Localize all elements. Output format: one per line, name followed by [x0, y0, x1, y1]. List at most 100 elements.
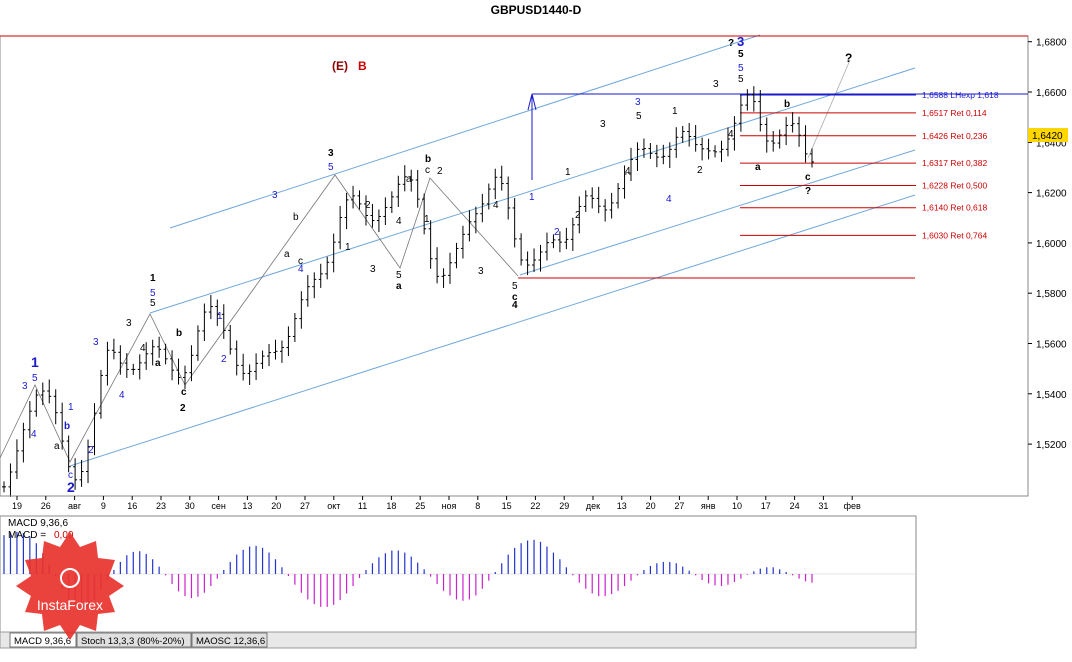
price-tick-label: 1,6600 — [1036, 88, 1067, 99]
tab-stoch-label: Stoch 13,3,3 (80%-20%) — [81, 636, 185, 647]
wave-label-1-midl: 1 — [345, 242, 351, 253]
fib-levels: 1,6588 LHexp 1,618 1,6517 Ret 0,114 1,6426… — [740, 90, 999, 240]
wave-label-4-black: 4 — [140, 343, 146, 354]
logo-text: InstaForex — [37, 597, 103, 613]
tab-maosc[interactable] — [191, 632, 268, 648]
time-tick-label: 19 — [12, 501, 22, 511]
wave-label-1-small: 1 — [68, 402, 74, 413]
wave-label-2-r: 2 — [575, 210, 581, 221]
wave-label-3-r: 3 — [600, 119, 606, 130]
wave-label-1-blue3: 1 — [529, 192, 535, 203]
time-tick-label: 30 — [185, 501, 195, 511]
wave-label-3-blue-r: 3 — [635, 97, 641, 108]
wave-b-projection — [807, 59, 851, 159]
time-tick-label: 22 — [530, 501, 540, 511]
time-tick-label: 23 — [156, 501, 166, 511]
wave-label-b-mid: b — [425, 154, 431, 165]
wave-label-c-end: c — [805, 172, 811, 183]
time-tick-label: дек — [586, 501, 600, 511]
wave-label-b-end: b — [784, 99, 790, 110]
macd-value: 0,00 — [54, 530, 74, 541]
tab-macd-label: MACD 9,36,6 — [14, 636, 71, 647]
wave-label-5-rr: 5 — [738, 74, 744, 85]
projection-arrow — [527, 93, 1028, 180]
wave-label-3-top: 3 — [328, 148, 334, 159]
time-tick-label: 27 — [674, 501, 684, 511]
wave-label-2-rr: 2 — [697, 165, 703, 176]
wave-labels: 1 5 3 4 b a 1 c 2 2 3 4 1 5 5 3 4 a b c … — [22, 34, 852, 495]
wave-label-2-blue2: 2 — [221, 354, 227, 365]
time-tick-label: 9 — [101, 501, 106, 511]
price-tick-label: 1,6000 — [1036, 239, 1067, 250]
wave-label-1-black: 1 — [150, 273, 156, 284]
wave-label-1-blue: 1 — [31, 354, 39, 370]
wave-label-5-black: 5 — [150, 288, 156, 299]
price-tick-label: 1,5200 — [1036, 440, 1067, 451]
wave-label-a-low: a — [396, 281, 402, 292]
time-tick-label: 10 — [732, 501, 742, 511]
wave-label-4-blue: 4 — [31, 429, 37, 440]
tab-stoch[interactable] — [76, 632, 192, 648]
time-tick-label: 20 — [646, 501, 656, 511]
wave-label-3-blue2: 3 — [272, 190, 278, 201]
time-tick-label: ноя — [442, 501, 457, 511]
time-tick-label: 15 — [502, 501, 512, 511]
fib-level-label: 1,6517 Ret 0,114 — [922, 108, 987, 118]
price-axis: 1,6800 1,6600 1,6400 1,6200 1,6000 1,5800 1,56… — [1028, 38, 1067, 451]
trend-channel — [69, 34, 916, 467]
wave-label-3-rr: 3 — [713, 79, 719, 90]
wave-label-1-midr: 1 — [424, 214, 430, 225]
wave-label-1-blue2: 1 — [217, 311, 223, 322]
wave-label-c-black: c — [181, 387, 187, 398]
label-e: (E) — [332, 59, 348, 73]
indicator-tabs: MACD 9,36,6 Stoch 13,3,3 (80%-20%) MAOSC… — [9, 632, 268, 648]
chart-title: GBPUSD1440-D — [491, 3, 582, 17]
time-tick-label: 13 — [617, 501, 627, 511]
wave-label-a-small: a — [284, 249, 290, 260]
price-tick-label: 1,6200 — [1036, 189, 1067, 200]
wave-label-5-low: 5 — [512, 281, 518, 292]
wave-label-3-black: 3 — [126, 318, 132, 329]
tab-macd[interactable] — [9, 632, 77, 648]
logo-icon — [60, 568, 80, 588]
wave-label-2-midl: 2 — [365, 200, 371, 211]
wave-label-a-mid: a — [406, 174, 412, 185]
wave-label-3-blue: 3 — [22, 381, 28, 392]
time-tick-label: окт — [327, 501, 340, 511]
time-tick-label: 8 — [475, 501, 480, 511]
time-tick-label: 11 — [358, 501, 367, 511]
wave-label-4-blue-r: 4 — [666, 194, 672, 205]
time-axis: 19 26 авг 9 16 23 30 сен 13 20 27 окт 11 18 25 ноя 8 15 22… — [0, 495, 916, 511]
wave-label-a: a — [54, 441, 60, 452]
wave-label-b-small: b — [293, 212, 299, 223]
macd-value-prefix: MACD = — [8, 530, 46, 541]
fib-level-label: 1,6426 Ret 0,236 — [922, 131, 987, 141]
wave-label-1-rr: 1 — [672, 106, 678, 117]
time-tick-label: 24 — [790, 501, 800, 511]
wave-label-2-black: 2 — [180, 403, 186, 414]
current-price-box — [1028, 128, 1068, 142]
time-tick-label: 20 — [271, 501, 281, 511]
fib-level-label: 1,6228 Ret 0,500 — [922, 181, 987, 191]
price-tick-label: 1,6800 — [1036, 38, 1067, 49]
wave-label-q-proj: ? — [845, 51, 852, 65]
wave-label-4-bottom: 4 — [512, 300, 518, 311]
tab-maosc-label: MAOSC 12,36,6 — [196, 636, 265, 647]
time-tick-label: 17 — [761, 501, 771, 511]
wave-label-c-blue: c — [68, 470, 73, 481]
wave-label-c-mid: c — [425, 165, 430, 176]
wave-label-4-r: 4 — [625, 166, 631, 177]
wave-label-c-low: c — [512, 292, 518, 303]
wave-label-a-end: a — [755, 162, 761, 173]
wave-label-1-r: 1 — [565, 167, 571, 178]
time-tick-label: авг — [68, 501, 82, 511]
wave-label-2-small: 2 — [88, 445, 94, 456]
fib-level-label: 1,6140 Ret 0,618 — [922, 203, 987, 213]
wave-label-4-rr: 4 — [728, 129, 734, 140]
channel-upper-line — [169, 34, 761, 229]
wave-label-3-blue-top: 3 — [737, 34, 744, 49]
time-tick-label: 18 — [386, 501, 396, 511]
macd-title: MACD 9,36,6 — [8, 518, 68, 529]
price-tick-label: 1,5800 — [1036, 289, 1067, 300]
wave-label-2-mid: 2 — [437, 166, 443, 177]
